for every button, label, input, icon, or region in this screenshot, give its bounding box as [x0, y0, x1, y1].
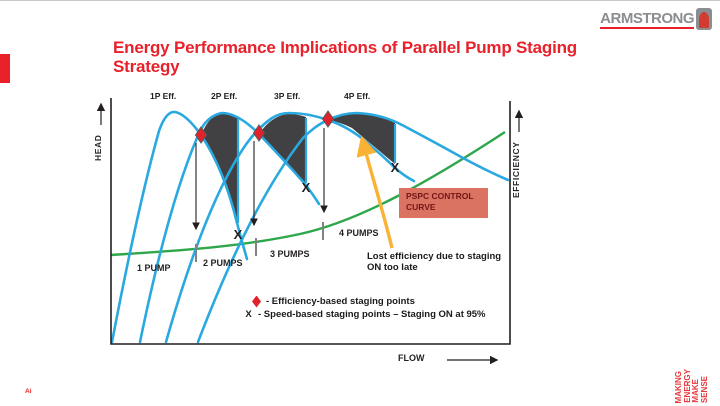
head-axis-label: HEAD — [93, 134, 103, 162]
stage-label-2-pumps: 2 PUMPS — [203, 258, 243, 268]
x-mark-1: X — [234, 227, 243, 242]
tagline-making-energy-make-sense: MAKING ENERGY MAKE SENSE — [674, 355, 710, 403]
armstrong-logo-text: ARMSTRONG — [600, 10, 694, 27]
flow-axis-label: FLOW — [398, 353, 425, 363]
pspc-control-curve-line — [110, 130, 506, 257]
legend-text-efficiency-staging: - Efficiency-based staging points — [266, 296, 415, 307]
armstrong-logo-underline — [600, 27, 694, 29]
staging-diamond-2 — [252, 124, 266, 142]
legend: - Efficiency-based staging points X - Sp… — [243, 295, 486, 321]
chart-axes — [110, 98, 511, 345]
legend-row-efficiency-staging: - Efficiency-based staging points — [243, 295, 486, 308]
staging-diamond-1 — [194, 126, 208, 144]
legend-text-speed-staging: - Speed-based staging points – Staging O… — [258, 309, 486, 320]
efficiency-curve-1p — [110, 110, 249, 344]
armstrong-logo-text-wrap: ARMSTRONG — [600, 11, 694, 29]
footer-note: Ai — [25, 388, 32, 395]
red-accent-bar — [0, 54, 10, 83]
legend-x-symbol: X — [245, 309, 252, 320]
pspc-control-curve-callout: PSPC CONTROL CURVE — [399, 188, 488, 218]
slide-title: Energy Performance Implications of Paral… — [113, 38, 577, 76]
eff-curve-label-4p: 4P Eff. — [344, 91, 371, 101]
armstrong-emblem-icon — [699, 12, 709, 28]
armstrong-logo: ARMSTRONG — [600, 8, 712, 30]
x-mark-2: X — [302, 180, 311, 195]
loss-region-3 — [328, 113, 395, 164]
stage-label-4-pumps: 4 PUMPS — [339, 228, 379, 238]
eff-curve-label-2p: 2P Eff. — [211, 91, 238, 101]
eff-curve-label-1p: 1P Eff. — [150, 91, 177, 101]
armstrong-logo-icon — [696, 8, 712, 30]
eff-curve-label-3p: 3P Eff. — [274, 91, 301, 101]
legend-row-speed-staging: X - Speed-based staging points – Staging… — [243, 308, 486, 321]
loss-region-2 — [259, 114, 306, 184]
lost-efficiency-arrow — [356, 135, 394, 249]
efficiency-curve-2p — [138, 111, 321, 344]
legend-diamond-icon — [252, 295, 261, 308]
tagline-word-sense: SENSE — [699, 375, 709, 403]
stage-label-3-pumps: 3 PUMPS — [270, 249, 310, 259]
lost-efficiency-annotation: Lost efficiency due to staging ON too la… — [367, 251, 502, 274]
efficiency-axis-label: EFFICIENCY — [511, 141, 521, 198]
staging-diamond-3 — [321, 110, 335, 128]
stage-label-1-pump: 1 PUMP — [137, 263, 171, 273]
efficiency-curve-3p — [164, 111, 416, 344]
x-mark-3: X — [391, 160, 400, 175]
efficiency-curve-4p — [196, 111, 510, 344]
